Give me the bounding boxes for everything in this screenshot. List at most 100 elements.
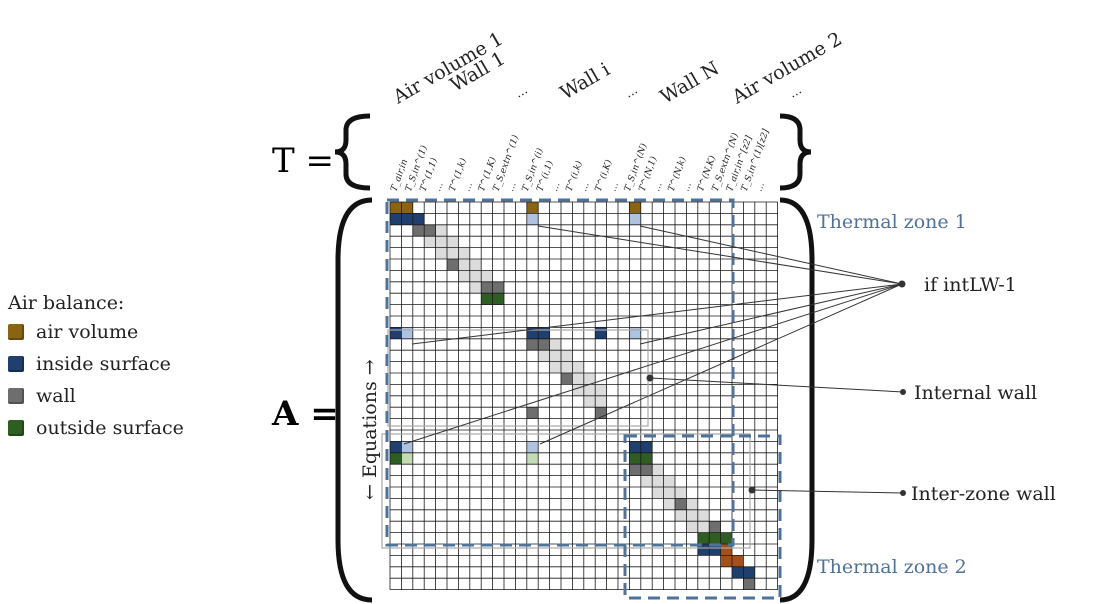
matrix-entry	[492, 293, 504, 305]
matrix-entry	[447, 247, 459, 259]
matrix-entry	[401, 202, 413, 214]
interzone-wall-leader	[751, 489, 904, 494]
matrix-entry	[595, 407, 607, 419]
group-label-wall-n: Wall N	[657, 57, 723, 108]
interzone-wall-leader-dot-start	[748, 486, 756, 494]
matrix-entry	[720, 555, 732, 567]
matrix-entry	[435, 236, 447, 248]
column-group-labels: Air volume 1 Wall 1 … Wall i … Wall N Ai…	[389, 28, 846, 109]
matrix-entry	[549, 338, 561, 351]
thermal-zone-2-label: Thermal zone 2	[817, 556, 967, 578]
matrix-entry	[526, 338, 539, 351]
column-header: …	[754, 181, 766, 193]
matrix-entry	[583, 384, 596, 396]
outside-surface-swatch	[8, 420, 24, 436]
matrix-cells	[390, 202, 755, 590]
matrix-entry	[469, 281, 482, 294]
matrix-entry	[595, 327, 607, 339]
matrix-entry	[412, 213, 425, 225]
matrix-entry	[572, 384, 584, 396]
matrix-entry	[561, 373, 573, 385]
matrix-entry	[697, 532, 710, 544]
matrix-entry	[561, 361, 573, 373]
thermal-zone-1-label: Thermal zone 1	[817, 211, 967, 233]
matrix-entry	[686, 509, 698, 522]
matrix-entry	[583, 373, 596, 385]
matrix-entry	[572, 373, 584, 385]
matrix-entry	[686, 521, 698, 533]
matrix-entry	[743, 578, 755, 590]
legend-item-label: air volume	[36, 321, 139, 343]
matrix-entry	[709, 544, 721, 556]
legend-item-outside-surface: outside surface	[8, 412, 184, 444]
matrix-entry	[686, 498, 698, 510]
matrix-entry	[720, 544, 732, 556]
matrix-entry	[697, 544, 710, 556]
vector-left-brace	[334, 113, 371, 191]
matrix-entry	[526, 441, 539, 453]
legend-item-wall: wall	[8, 380, 184, 412]
matrix-entry	[549, 350, 561, 362]
group-label-air-volume-2: Air volume 2	[728, 28, 846, 109]
vector-right-brace	[779, 113, 812, 191]
matrix-entry	[629, 441, 641, 453]
column-header: …	[652, 181, 664, 193]
internal-wall-leader	[649, 377, 904, 393]
matrix-entry	[640, 475, 653, 487]
matrix-entry	[629, 452, 641, 465]
matrix-label: A =	[271, 394, 339, 434]
matrix-entry	[652, 487, 664, 499]
matrix-entry	[663, 498, 675, 510]
matrix-entry	[390, 327, 402, 339]
matrix-entry	[561, 350, 573, 362]
matrix-entry	[390, 441, 402, 453]
matrix-left-paren	[335, 197, 373, 603]
matrix-entry	[732, 555, 744, 567]
matrix-entry	[697, 521, 710, 533]
matrix-entry	[492, 281, 504, 294]
matrix-entry	[526, 407, 539, 419]
matrix-entry	[538, 327, 550, 339]
interzone-wall-leader-dot-end	[900, 490, 906, 496]
matrix-entry	[629, 213, 641, 225]
matrix-entry	[401, 327, 413, 339]
column-header: …	[681, 181, 693, 193]
matrix-entry	[458, 270, 470, 282]
column-header: …	[608, 181, 620, 193]
equations-label: ← Equations →	[359, 359, 381, 500]
internal-wall-leader-dot-end	[900, 389, 906, 395]
matrix-entry	[720, 532, 732, 544]
matrix-entry	[458, 247, 470, 259]
matrix-entry	[743, 566, 755, 579]
internal-wall-leader-dot-start	[646, 374, 654, 382]
matrix-entry	[652, 464, 664, 476]
matrix-entry	[469, 270, 482, 282]
column-header: …	[550, 181, 562, 193]
column-header: …	[579, 181, 591, 193]
thermal-zone-2-box	[623, 434, 782, 600]
wall-swatch	[8, 388, 24, 404]
matrix-entry	[549, 361, 561, 373]
air-volume-swatch	[8, 324, 24, 340]
matrix-entry	[526, 327, 539, 339]
inside-surface-swatch	[8, 356, 24, 372]
matrix-entry	[583, 395, 596, 408]
matrix-entry	[390, 202, 402, 214]
interzone-wall-label: Inter-zone wall	[911, 483, 1056, 505]
matrix-entry	[401, 441, 413, 453]
matrix-entry	[435, 224, 447, 237]
group-label-wall-i: Wall i	[557, 59, 614, 105]
matrix-entry	[447, 236, 459, 248]
thermal-zone-1-box	[385, 198, 735, 547]
matrix-entry	[526, 213, 539, 225]
matrix-entry	[629, 327, 641, 339]
vector-label: T =	[272, 141, 334, 181]
legend-title: Air balance:	[8, 292, 125, 314]
matrix-entry	[629, 464, 641, 476]
matrix-entry	[640, 464, 653, 476]
matrix-entry	[709, 532, 721, 544]
matrix-entry	[458, 259, 470, 271]
matrix-entry	[390, 452, 402, 465]
column-header: …	[462, 181, 474, 193]
